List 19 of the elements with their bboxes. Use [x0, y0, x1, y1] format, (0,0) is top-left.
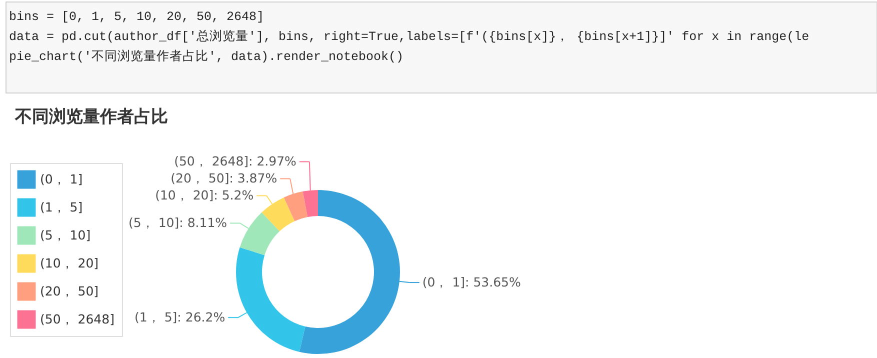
legend-label: (10， 20] [40, 256, 99, 270]
data-label: (0， 1]: 53.65% [422, 274, 521, 290]
donut-slice [262, 197, 295, 232]
text: data = pd.cut(author_df['总浏览量'], bins, right=True,labels=[f'({bins[x]}， {bins[x+1]}]' for x in range(le [9, 29, 810, 44]
data-label: (50， 2648]: 2.97% [174, 154, 297, 169]
text: bins = [0, 1, 5, 10, 20, 50, 2648] [9, 10, 264, 24]
data-label: (10， 20]: 5.2% [155, 188, 254, 203]
legend-label: (5， 10] [40, 228, 91, 242]
legend-label: (1， 5] [40, 200, 83, 214]
data-label: (5， 10]: 8.11% [128, 215, 228, 230]
legend-label: (0， 1] [40, 172, 83, 186]
text: pie_chart('不同浏览量作者占比', data).render_notebook() [9, 49, 404, 64]
legend-label: (50， 2648] [40, 312, 114, 326]
data-label: (20， 50]: 3.87% [170, 170, 278, 186]
donut-slice [236, 247, 306, 352]
chart-title: 不同浏览量作者占比 [14, 107, 168, 127]
donut-slice [240, 212, 280, 256]
legend-label: (20， 50] [40, 284, 99, 298]
data-label: (1， 5]: 26.2% [134, 310, 226, 325]
